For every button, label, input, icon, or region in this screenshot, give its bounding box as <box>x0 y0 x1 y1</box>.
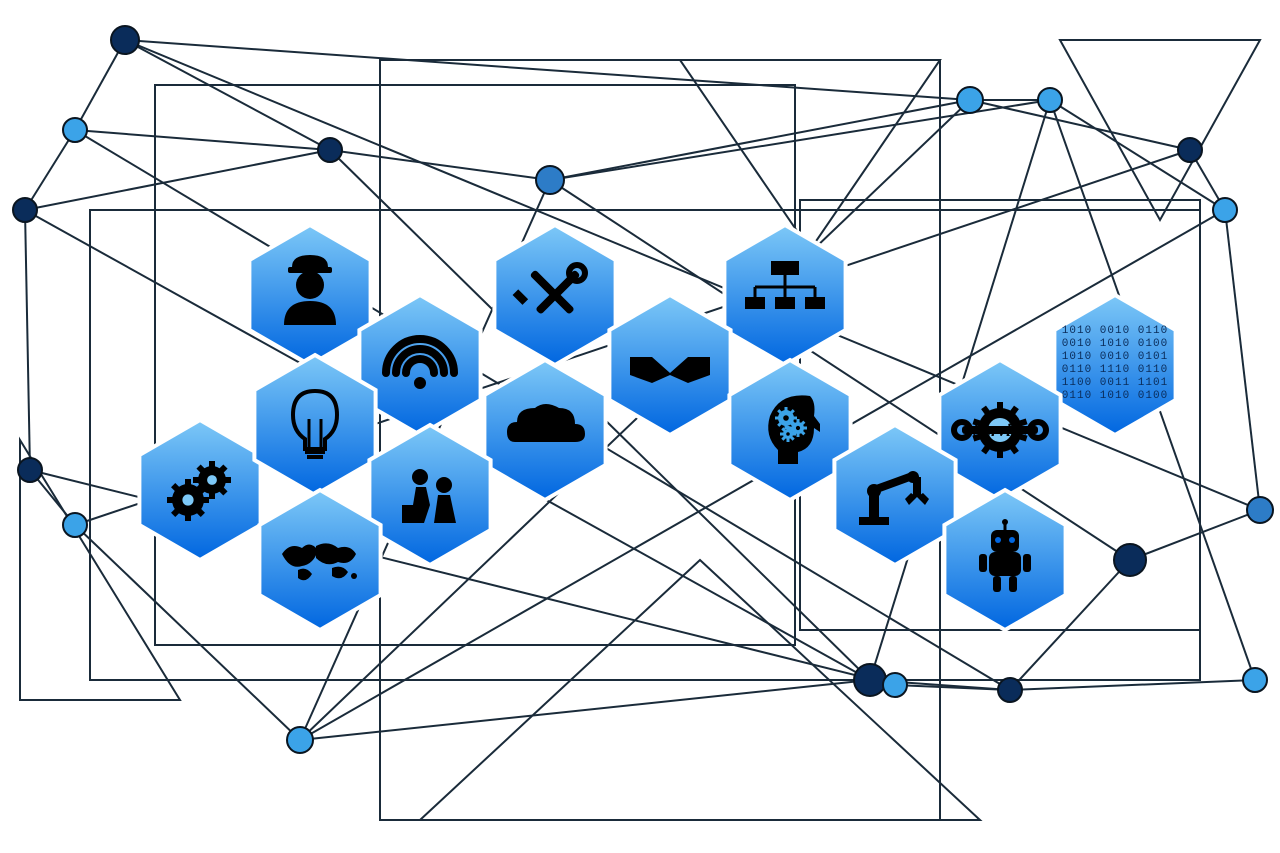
binary-row: 0110 1010 0100 <box>1062 390 1168 402</box>
network-edge <box>75 40 125 130</box>
network-node <box>111 26 139 54</box>
network-edge <box>1225 210 1260 510</box>
network-edge <box>1130 510 1260 560</box>
network-node <box>63 118 87 142</box>
network-edge <box>970 100 1190 150</box>
network-node <box>18 458 42 482</box>
binary-row: 1010 0010 0101 <box>1062 351 1168 363</box>
binary-row: 0110 1110 0110 <box>1062 364 1168 376</box>
hex-robot <box>944 490 1065 630</box>
service-label: Service <box>973 420 1027 440</box>
network-edge <box>75 130 330 150</box>
network-node <box>287 727 313 753</box>
network-node <box>998 678 1022 702</box>
hex-worldmap <box>259 490 380 630</box>
hex-tools <box>494 225 615 365</box>
network-node <box>63 513 87 537</box>
network-node <box>957 87 983 113</box>
network-edge <box>25 130 75 210</box>
frame-triangle <box>1060 40 1260 220</box>
network-node <box>1178 138 1202 162</box>
network-edge <box>25 210 30 470</box>
network-diagram: 1010 0010 01100010 1010 01001010 0010 01… <box>0 0 1280 853</box>
hex-gears <box>139 420 260 560</box>
network-node <box>1038 88 1062 112</box>
binary-row: 0010 1010 0100 <box>1062 338 1168 350</box>
network-node <box>883 673 907 697</box>
hex-handshake <box>609 295 730 435</box>
network-edge <box>330 150 550 180</box>
hexagon-cluster: 1010 0010 01100010 1010 01001010 0010 01… <box>139 225 1175 630</box>
network-node <box>1243 668 1267 692</box>
network-node <box>1247 497 1273 523</box>
binary-icon: 1010 0010 01100010 1010 01001010 0010 01… <box>1062 325 1168 402</box>
network-edge <box>125 40 970 100</box>
network-node <box>854 664 886 696</box>
network-edge <box>550 100 970 180</box>
binary-row: 1100 0011 1101 <box>1062 377 1168 389</box>
network-edge <box>25 150 330 210</box>
network-node <box>1213 198 1237 222</box>
network-node <box>536 166 564 194</box>
network-edge <box>1010 680 1255 690</box>
hex-orgchart <box>724 225 845 365</box>
hex-binary: 1010 0010 01100010 1010 01001010 0010 01… <box>1054 295 1175 435</box>
network-edge <box>300 680 870 740</box>
network-node <box>318 138 342 162</box>
binary-row: 1010 0010 0110 <box>1062 325 1168 337</box>
network-node <box>13 198 37 222</box>
network-node <box>1114 544 1146 576</box>
